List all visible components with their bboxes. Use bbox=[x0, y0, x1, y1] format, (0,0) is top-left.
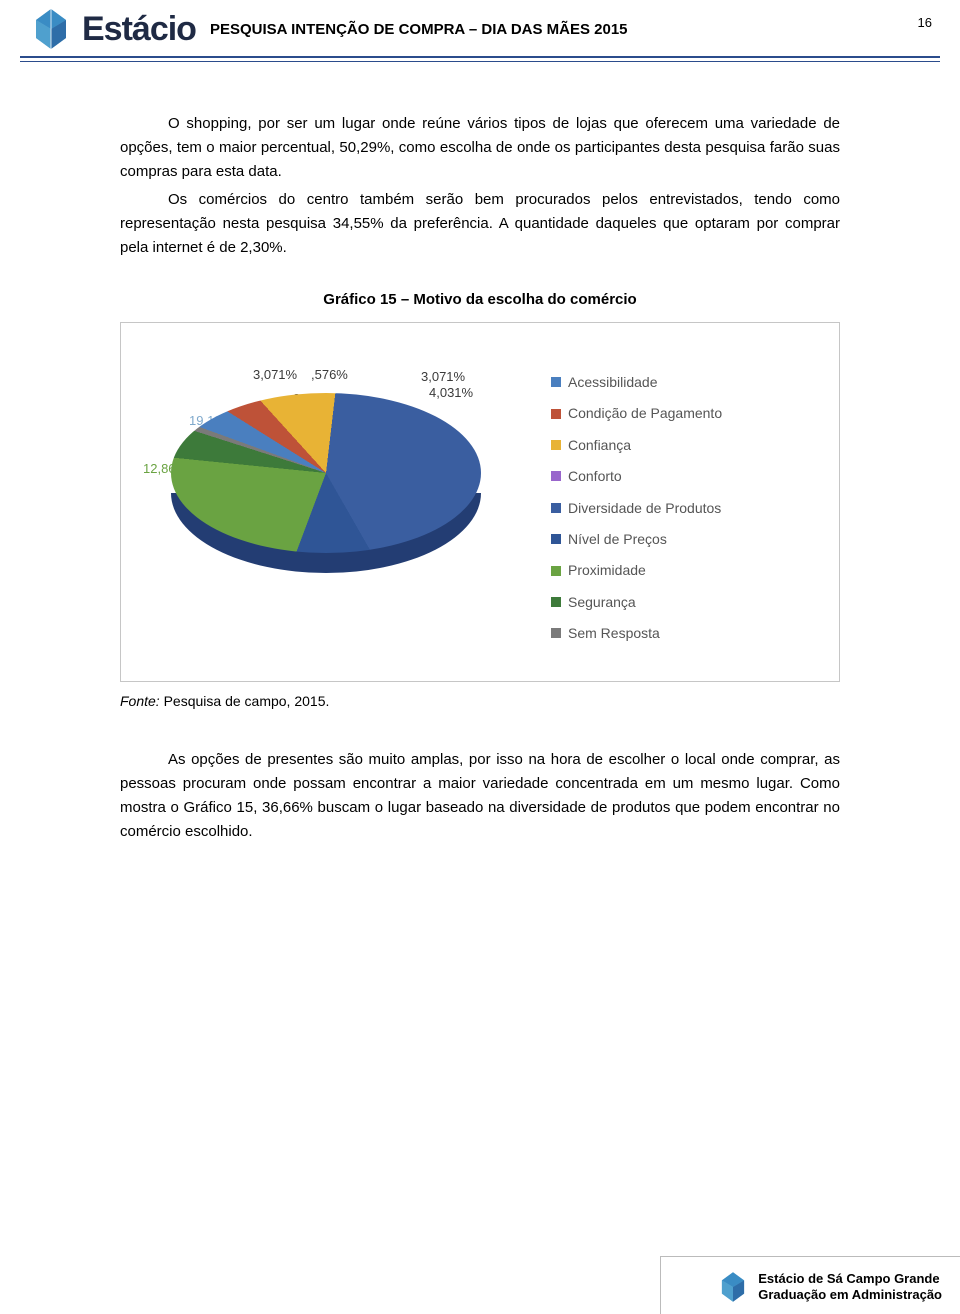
legend-label: Segurança bbox=[568, 591, 636, 613]
legend-swatch bbox=[551, 471, 561, 481]
legend-item: Condição de Pagamento bbox=[551, 402, 722, 424]
legend-label: Condição de Pagamento bbox=[568, 402, 722, 424]
chart-container: ,576% 3,071% 8,061% 3,071% 4,031% 12,476… bbox=[120, 322, 840, 682]
legend-swatch bbox=[551, 566, 561, 576]
legend-label: Acessibilidade bbox=[568, 371, 658, 393]
legend-item: Nível de Preços bbox=[551, 528, 722, 550]
legend-label: Diversidade de Produtos bbox=[568, 497, 721, 519]
legend-label: Conforto bbox=[568, 465, 622, 487]
legend-item: Proximidade bbox=[551, 559, 722, 581]
diamond-icon bbox=[28, 6, 74, 52]
header-rule-thick bbox=[20, 56, 940, 58]
legend-label: Sem Resposta bbox=[568, 622, 660, 644]
legend-item: Acessibilidade bbox=[551, 371, 722, 393]
page-content: O shopping, por ser um lugar onde reúne … bbox=[0, 62, 960, 844]
source-prefix: Fonte: bbox=[120, 693, 164, 709]
legend-item: Diversidade de Produtos bbox=[551, 497, 722, 519]
paragraph-2: Os comércios do centro também serão bem … bbox=[120, 188, 840, 260]
chart-source: Fonte: Pesquisa de campo, 2015. bbox=[120, 690, 840, 712]
legend-swatch bbox=[551, 409, 561, 419]
paragraph-1: O shopping, por ser um lugar onde reúne … bbox=[120, 112, 840, 184]
page-footer: Estácio de Sá Campo Grande Graduação em … bbox=[716, 1270, 942, 1304]
legend-label: Nível de Preços bbox=[568, 528, 667, 550]
legend-item: Segurança bbox=[551, 591, 722, 613]
legend-item: Confiança bbox=[551, 434, 722, 456]
legend-label: Proximidade bbox=[568, 559, 646, 581]
legend-swatch bbox=[551, 503, 561, 513]
legend-swatch bbox=[551, 534, 561, 544]
diamond-icon bbox=[716, 1270, 750, 1304]
page-header: Estácio PESQUISA INTENÇÃO DE COMPRA – DI… bbox=[0, 0, 960, 52]
paragraph-3: As opções de presentes são muito amplas,… bbox=[120, 748, 840, 844]
footer-line-1: Estácio de Sá Campo Grande bbox=[758, 1271, 942, 1287]
footer-line-2: Graduação em Administração bbox=[758, 1287, 942, 1303]
source-text: Pesquisa de campo, 2015. bbox=[164, 693, 330, 709]
legend-swatch bbox=[551, 440, 561, 450]
legend-swatch bbox=[551, 597, 561, 607]
legend-swatch bbox=[551, 628, 561, 638]
pie-label-sem: ,576% bbox=[311, 365, 348, 386]
chart-legend: Acessibilidade Condição de Pagamento Confi… bbox=[551, 371, 722, 654]
brand-name: Estácio bbox=[82, 10, 196, 49]
legend-swatch bbox=[551, 377, 561, 387]
page-number: 16 bbox=[918, 15, 932, 30]
chart-title: Gráfico 15 – Motivo da escolha do comérc… bbox=[120, 288, 840, 312]
pie-chart: ,576% 3,071% 8,061% 3,071% 4,031% 12,476… bbox=[171, 393, 481, 553]
brand-logo: Estácio bbox=[28, 6, 196, 52]
legend-label: Confiança bbox=[568, 434, 631, 456]
pie-label-seg: 3,071% bbox=[253, 365, 297, 386]
legend-item: Conforto bbox=[551, 465, 722, 487]
document-title: PESQUISA INTENÇÃO DE COMPRA – DIA DAS MÃ… bbox=[210, 21, 910, 38]
legend-item: Sem Resposta bbox=[551, 622, 722, 644]
pie-label-cond: 4,031% bbox=[429, 383, 473, 404]
